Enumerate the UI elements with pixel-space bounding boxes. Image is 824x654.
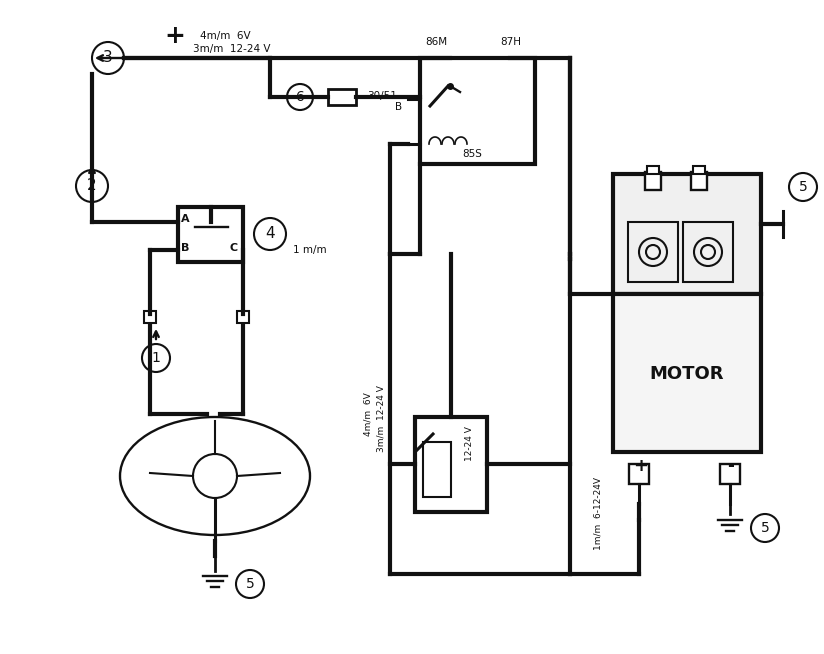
Text: +: + xyxy=(634,457,648,475)
Bar xyxy=(628,222,678,282)
Text: 85S: 85S xyxy=(462,149,482,159)
Text: -: - xyxy=(728,457,734,475)
Text: 1: 1 xyxy=(152,351,161,365)
Text: +: + xyxy=(165,24,185,48)
Bar xyxy=(144,311,156,323)
Text: 86M: 86M xyxy=(425,37,447,47)
Text: B: B xyxy=(180,243,190,253)
Bar xyxy=(720,464,740,484)
Bar xyxy=(613,294,761,452)
Text: 2: 2 xyxy=(87,179,96,194)
Bar xyxy=(683,222,733,282)
Circle shape xyxy=(193,454,237,498)
Text: 6: 6 xyxy=(296,90,304,104)
Bar xyxy=(423,442,451,497)
Text: B: B xyxy=(395,102,402,112)
Text: 87H: 87H xyxy=(500,37,521,47)
Text: 30/51: 30/51 xyxy=(368,91,397,101)
Text: MOTOR: MOTOR xyxy=(650,365,724,383)
Text: A: A xyxy=(180,214,190,224)
Bar xyxy=(328,89,356,105)
Bar xyxy=(420,58,535,164)
Bar xyxy=(629,464,649,484)
Bar xyxy=(415,417,487,512)
Bar xyxy=(613,174,761,294)
Bar xyxy=(178,207,243,262)
Text: 5: 5 xyxy=(246,577,255,591)
Text: 12-24 V: 12-24 V xyxy=(466,426,475,462)
Text: 3m/m  12-24 V: 3m/m 12-24 V xyxy=(377,386,386,453)
Bar xyxy=(645,172,661,190)
Text: 4m/m  6V: 4m/m 6V xyxy=(363,392,372,436)
Bar xyxy=(647,166,659,174)
Bar xyxy=(691,172,707,190)
Text: 4: 4 xyxy=(265,226,275,241)
Text: 1 m/m: 1 m/m xyxy=(293,245,327,255)
Bar xyxy=(693,166,705,174)
Text: C: C xyxy=(230,243,238,253)
Text: 3: 3 xyxy=(103,50,113,65)
Text: 1m/m  6-12-24V: 1m/m 6-12-24V xyxy=(593,477,602,551)
Text: 4m/m  6V: 4m/m 6V xyxy=(200,31,250,41)
Text: 3m/m  12-24 V: 3m/m 12-24 V xyxy=(193,44,270,54)
Text: 5: 5 xyxy=(761,521,770,535)
Text: 5: 5 xyxy=(798,180,808,194)
Bar xyxy=(237,311,249,323)
